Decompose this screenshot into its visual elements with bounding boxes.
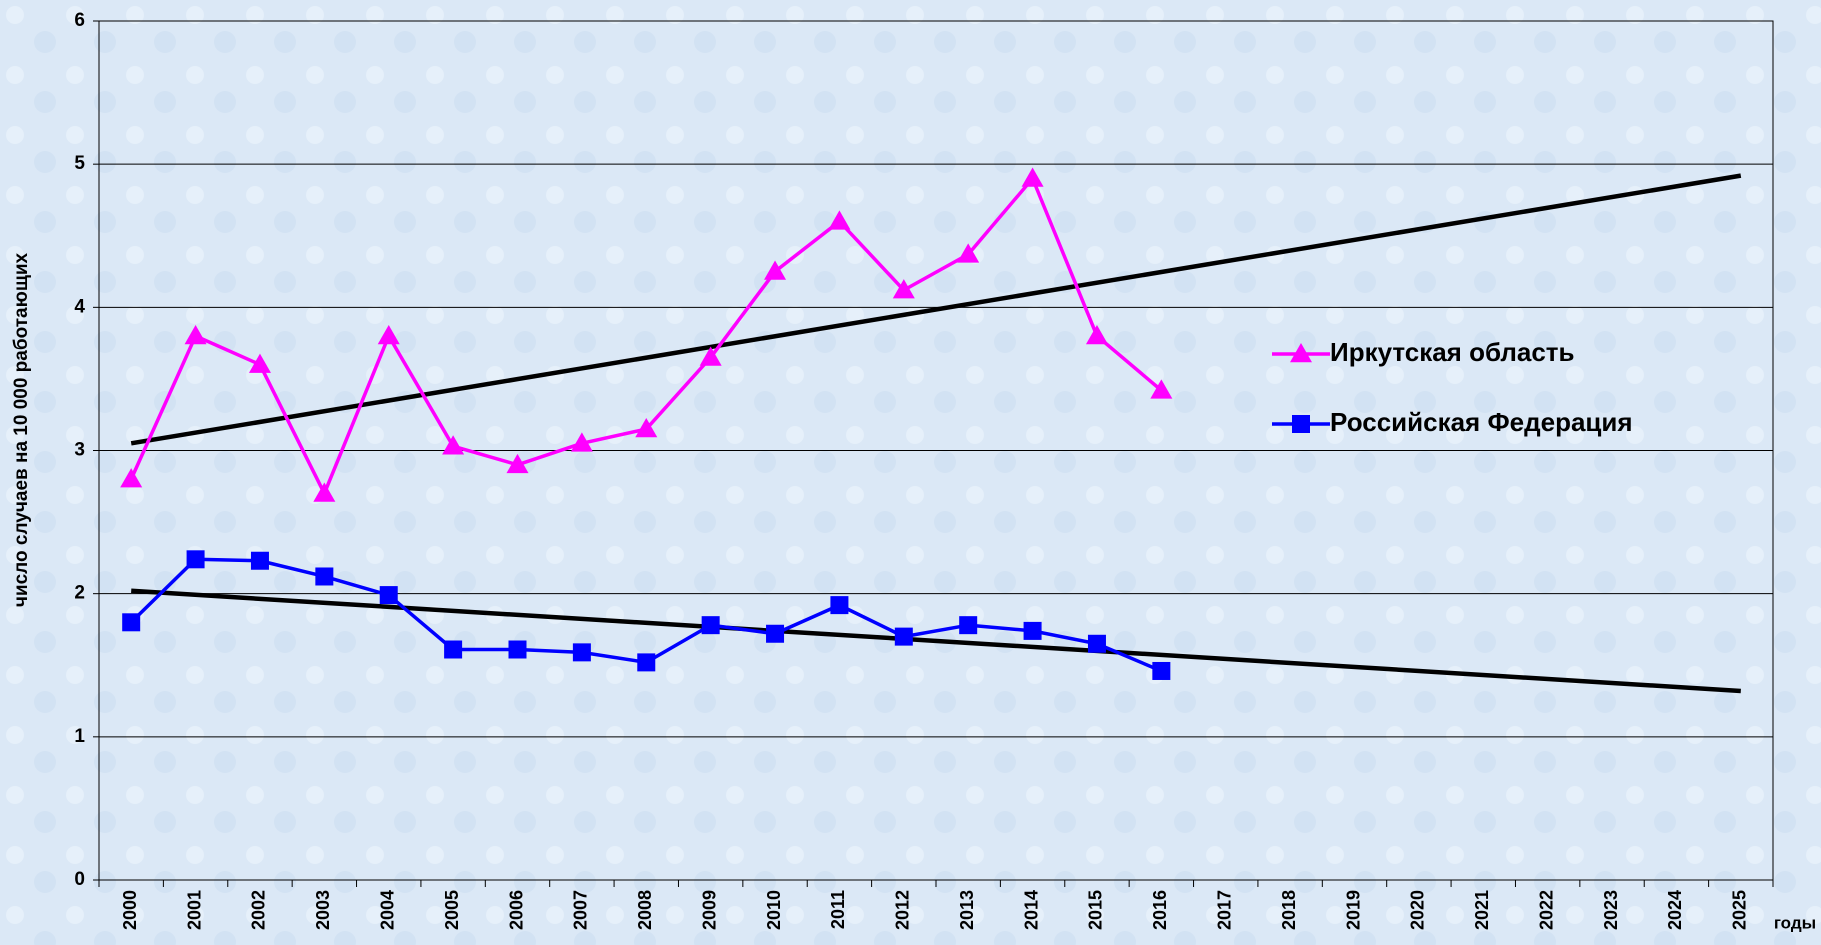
- x-tick-label: 2023: [1601, 890, 1621, 930]
- y-tick-label: 2: [74, 583, 85, 604]
- x-tick-label: 2025: [1730, 890, 1750, 930]
- y-tick-label: 6: [74, 10, 85, 31]
- marker: [828, 210, 851, 230]
- marker: [315, 567, 334, 586]
- legend-label: Иркутская область: [1330, 337, 1575, 367]
- marker: [120, 468, 143, 488]
- x-tick-label: 2000: [120, 890, 140, 930]
- marker: [313, 482, 336, 502]
- x-tick-label: 2004: [377, 890, 397, 930]
- marker: [764, 260, 787, 280]
- marker: [444, 640, 463, 659]
- marker: [1152, 661, 1171, 680]
- x-tick-label: 2007: [571, 890, 591, 930]
- x-tick-label: 2017: [1214, 890, 1234, 930]
- x-axis-label: годы: [1774, 913, 1816, 932]
- x-tick-label: 2005: [442, 890, 462, 930]
- marker: [508, 640, 527, 659]
- y-axis-label: число случаев на 10 000 работающих: [11, 252, 32, 607]
- y-tick-label: 3: [74, 440, 85, 461]
- marker: [122, 613, 141, 632]
- marker: [1290, 343, 1312, 363]
- marker: [1023, 621, 1042, 640]
- y-tick-label: 5: [74, 153, 85, 174]
- marker: [1292, 415, 1310, 433]
- marker: [248, 353, 271, 373]
- x-tick-label: 2009: [699, 890, 719, 930]
- x-tick-label: 2022: [1536, 890, 1556, 930]
- marker: [1087, 634, 1106, 653]
- marker: [184, 324, 207, 345]
- marker: [637, 653, 656, 672]
- marker: [959, 616, 978, 635]
- marker: [957, 243, 980, 263]
- marker: [186, 550, 205, 569]
- marker: [701, 616, 720, 635]
- x-tick-label: 2014: [1021, 890, 1041, 930]
- marker: [506, 453, 529, 474]
- x-tick-label: 2012: [893, 890, 913, 930]
- marker: [250, 551, 269, 570]
- legend-label: Российская Федерация: [1330, 407, 1633, 437]
- trend-line: [130, 173, 1742, 446]
- marker: [635, 418, 658, 438]
- x-tick-label: 2003: [313, 890, 333, 930]
- marker: [892, 279, 915, 299]
- x-tick-label: 2021: [1472, 890, 1492, 930]
- x-tick-label: 2002: [249, 890, 269, 930]
- trend-line: [131, 588, 1741, 694]
- marker: [572, 643, 591, 662]
- x-tick-label: 2011: [828, 890, 848, 929]
- x-tick-label: 2020: [1408, 890, 1428, 930]
- y-tick-label: 0: [74, 869, 85, 890]
- x-tick-label: 2006: [506, 890, 526, 930]
- x-tick-label: 2013: [957, 890, 977, 930]
- marker: [894, 627, 913, 646]
- y-tick-label: 1: [74, 726, 85, 747]
- marker: [1021, 167, 1044, 187]
- x-tick-label: 2016: [1150, 890, 1170, 930]
- x-tick-label: 2024: [1665, 890, 1685, 930]
- marker: [699, 346, 722, 366]
- marker: [570, 432, 593, 452]
- marker: [379, 586, 398, 605]
- x-tick-label: 2008: [635, 890, 655, 930]
- x-tick-label: 2019: [1343, 890, 1363, 930]
- x-tick-label: 2001: [184, 890, 204, 930]
- marker: [442, 435, 465, 455]
- marker: [1085, 324, 1108, 345]
- x-tick-label: 2018: [1279, 890, 1299, 930]
- marker: [1150, 379, 1173, 399]
- marker: [830, 596, 849, 615]
- y-tick-label: 4: [74, 296, 85, 317]
- x-tick-label: 2015: [1086, 890, 1106, 930]
- marker: [766, 624, 785, 643]
- x-tick-label: 2010: [764, 890, 784, 930]
- marker: [377, 324, 400, 345]
